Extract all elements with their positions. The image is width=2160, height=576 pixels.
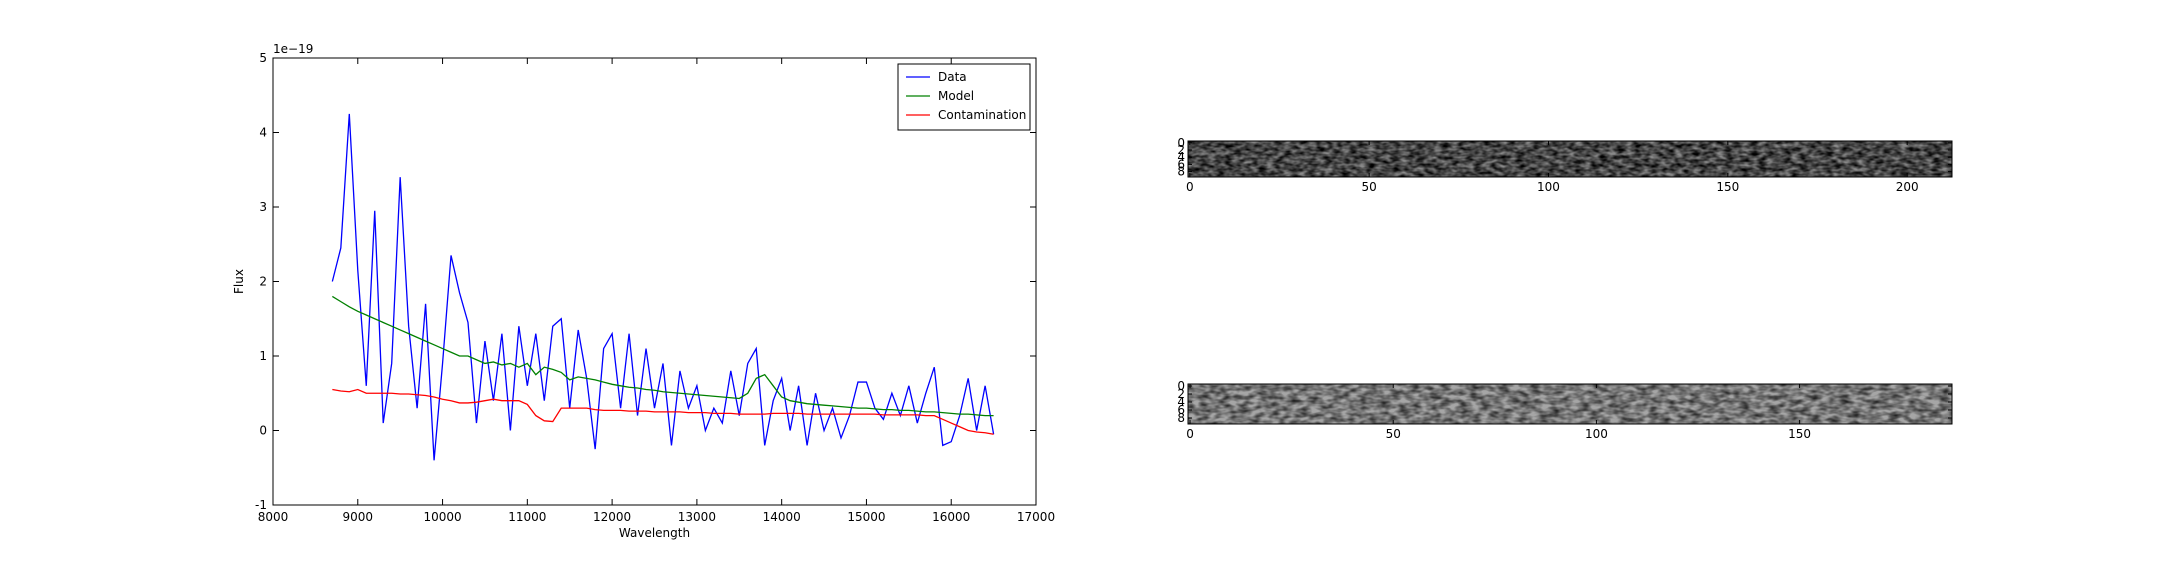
y-tick-label: 4 [1177,150,1185,164]
image-texture [1188,384,1952,424]
image-frame [1187,383,1953,425]
image-frame [1187,140,1953,178]
x-tick-label: 15000 [847,510,885,524]
x-tick-label: 11000 [508,510,546,524]
x-tick-label: 50 [1361,180,1376,194]
series-line [331,113,995,461]
x-tick-label: 100 [1585,427,1608,441]
y-tick-label: 6 [1177,157,1185,171]
x-tick-label: 9000 [343,510,374,524]
image-texture [1188,141,1952,177]
x-tick-label: 12000 [593,510,631,524]
y-tick-label: 6 [1177,403,1185,417]
y-tick-label: 2 [259,275,267,289]
y-tick-label: 5 [259,51,267,65]
x-tick-label: 150 [1788,427,1811,441]
legend-box [897,63,1031,131]
y-tick-label: 1 [259,349,267,363]
x-tick-label: 200 [1896,180,1919,194]
offset-text: 1e−19 [273,42,313,56]
x-tick-label: 8000 [258,510,289,524]
x-tick-label: 50 [1386,427,1401,441]
x-tick-label: 14000 [763,510,801,524]
y-tick-label: 2 [1177,143,1185,157]
y-tick-label: 0 [1177,136,1185,150]
x-tick-label: 16000 [932,510,970,524]
x-tick-label: 0 [1186,180,1194,194]
series-line [332,388,994,435]
y-tick-label: 0 [259,424,267,438]
y-tick-label: 4 [259,126,267,140]
y-tick-label: 8 [1177,411,1185,425]
x-tick-label: 13000 [678,510,716,524]
y-tick-label: 0 [1177,379,1185,393]
x-tick-label: 17000 [1017,510,1055,524]
x-tick-label: 150 [1716,180,1739,194]
y-axis-label: Flux [232,269,246,294]
x-axis-label: Wavelength [619,526,690,540]
series-line [331,295,994,417]
y-tick-label: 3 [259,200,267,214]
legend-label: Model [938,89,974,103]
x-tick-label: 100 [1537,180,1560,194]
legend-label: Data [938,70,967,84]
y-tick-label: 8 [1177,165,1185,179]
x-tick-label: 0 [1186,427,1194,441]
legend: Data Model Contamination [897,63,1031,131]
y-tick-label: -1 [255,498,267,512]
x-tick-label: 10000 [423,510,461,524]
y-tick-label: 4 [1177,395,1185,409]
y-tick-label: 2 [1177,387,1185,401]
legend-label: Contamination [938,108,1026,122]
